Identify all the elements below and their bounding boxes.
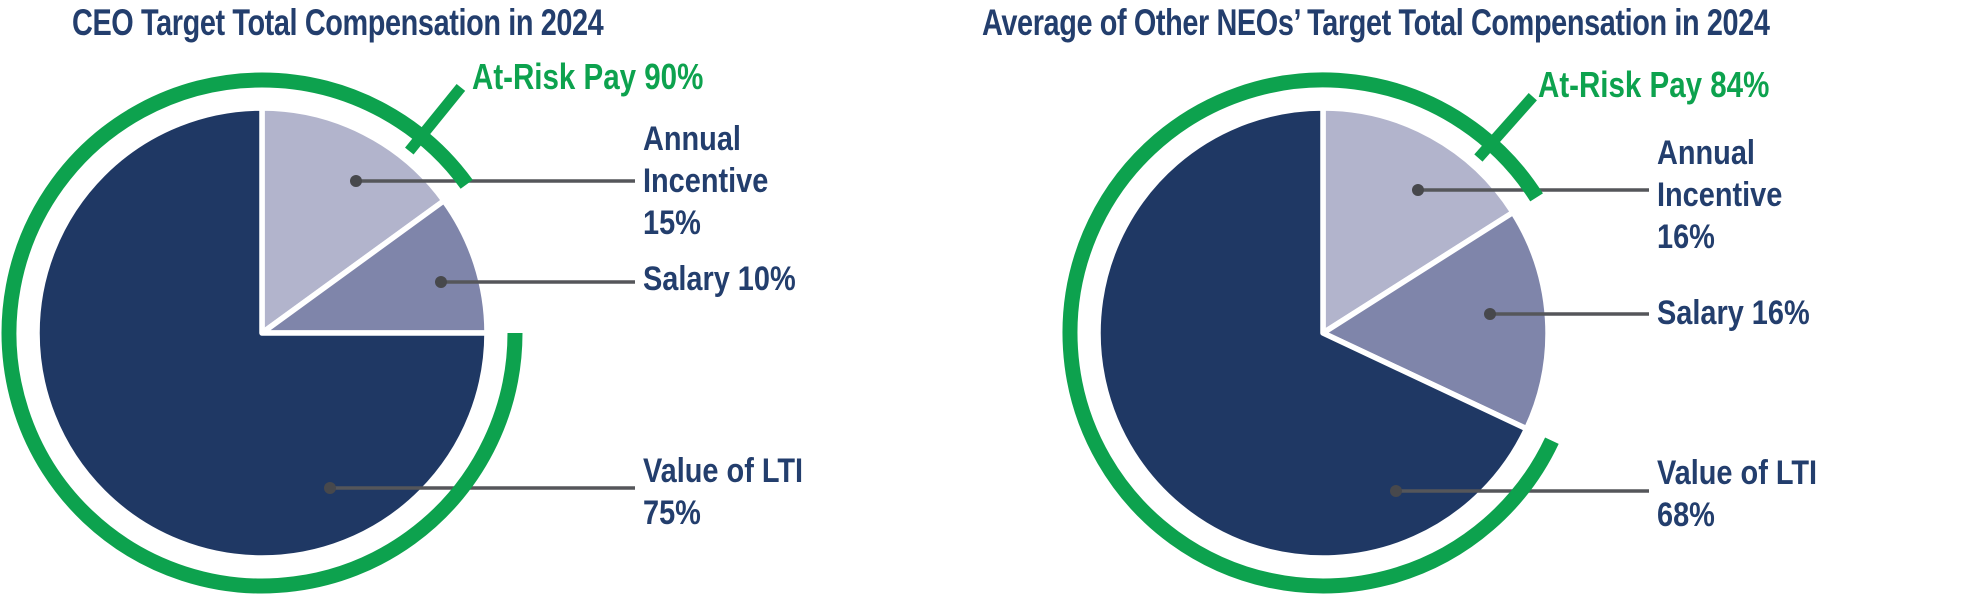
label-line: Value of LTI: [643, 452, 804, 490]
label-line: Incentive: [1657, 176, 1783, 214]
label-line: Annual: [1657, 134, 1755, 172]
neo-annual-incentive-label: Annual Incentive 16%: [1657, 132, 1782, 258]
ceo-at-risk-label: At-Risk Pay 90%: [472, 56, 704, 97]
pie-slice-annual-incentive: [1320, 105, 1516, 336]
leader-dot: [1412, 184, 1424, 196]
pie-slice-salary: [259, 197, 490, 336]
neo-salary-label: Salary 16%: [1657, 292, 1810, 334]
pie-slice-value-of-lti: [34, 105, 490, 561]
at-risk-pointer-tick: [405, 83, 466, 155]
label-line: 16%: [1657, 218, 1715, 256]
leader-dot: [1484, 308, 1496, 320]
label-line: 15%: [643, 204, 701, 242]
pie-slice-salary: [1320, 209, 1551, 432]
leader-dot: [1390, 485, 1402, 497]
label-line: 68%: [1657, 496, 1715, 534]
ceo-salary-label: Salary 10%: [643, 258, 796, 300]
label-line: Incentive: [643, 162, 769, 200]
ceo-chart-title: CEO Target Total Compensation in 2024: [72, 2, 604, 43]
label-line: Salary 16%: [1657, 294, 1810, 332]
pie-slice-annual-incentive: [259, 105, 447, 336]
neo-chart-title: Average of Other NEOs’ Target Total Comp…: [982, 2, 1770, 43]
leader-dot: [350, 175, 362, 187]
ceo-lti-label: Value of LTI 75%: [643, 450, 803, 534]
label-line: Annual: [643, 120, 741, 158]
ceo-annual-incentive-label: Annual Incentive 15%: [643, 118, 768, 244]
leader-dot: [435, 276, 447, 288]
neo-at-risk-label: At-Risk Pay 84%: [1538, 64, 1770, 105]
leader-dot: [324, 482, 336, 494]
at-risk-arc: [1062, 72, 1559, 594]
at-risk-pointer-tick: [1474, 93, 1537, 162]
label-line: 75%: [643, 494, 701, 532]
pie-slice-value-of-lti: [1095, 105, 1530, 561]
neo-lti-label: Value of LTI 68%: [1657, 452, 1817, 536]
label-line: Salary 10%: [643, 260, 796, 298]
label-line: Value of LTI: [1657, 454, 1818, 492]
at-risk-arc: [1, 72, 523, 594]
